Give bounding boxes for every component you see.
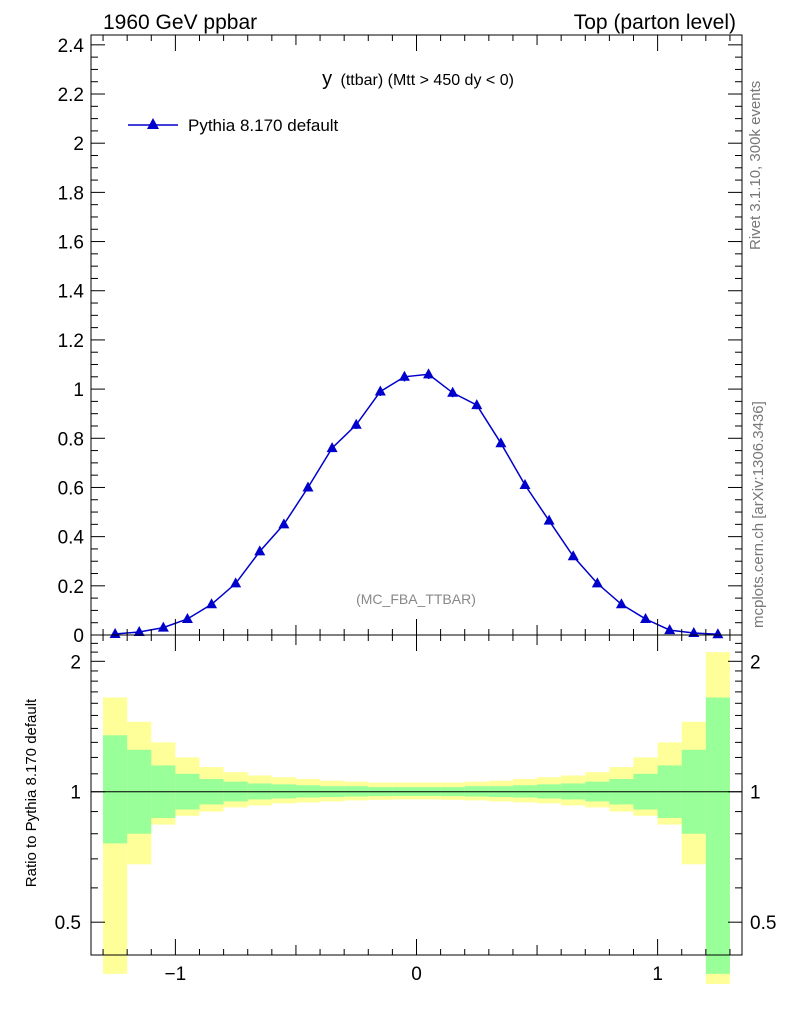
data-point-marker	[543, 514, 555, 525]
data-point-marker	[615, 598, 627, 609]
data-point-marker	[567, 550, 579, 561]
data-point-marker	[157, 621, 169, 632]
ratio-y-tick-label-right: 0.5	[750, 913, 776, 934]
data-point-marker	[133, 626, 145, 637]
ratio-y-tick-label-right: 1	[750, 783, 761, 804]
ratio-ylabel: Ratio to Pythia 8.170 default	[23, 698, 40, 887]
data-point-marker	[640, 613, 652, 624]
header-left: 1960 GeV ppbar	[103, 11, 257, 34]
y-tick-label: 1.6	[58, 233, 84, 254]
data-point-marker	[302, 481, 314, 492]
ratio-y-tick-label-right: 2	[750, 652, 761, 673]
x-tick-label: 0	[411, 964, 422, 985]
data-point-marker	[398, 370, 410, 381]
data-point-marker	[471, 399, 483, 410]
y-tick-label: 0.4	[58, 528, 85, 549]
ratio-y-tick-label: 2	[70, 652, 81, 673]
legend: Pythia 8.170 default	[128, 116, 339, 135]
y-tick-label: 0.8	[58, 429, 84, 450]
data-point-marker	[350, 418, 362, 429]
data-point-marker	[181, 613, 193, 624]
y-tick-label: 1.4	[58, 282, 85, 303]
data-point-marker	[423, 368, 435, 379]
data-point-marker	[254, 545, 266, 556]
legend-label: Pythia 8.170 default	[188, 116, 339, 135]
x-tick-label: −1	[165, 964, 187, 985]
y-tick-label: 1.8	[58, 183, 84, 204]
y-tick-label: 1.2	[58, 331, 84, 352]
header-right: Top (parton level)	[574, 11, 736, 34]
plot-title: y (ttbar) (Mtt > 450 dy < 0)	[322, 68, 514, 90]
y-tick-label: 0.2	[58, 577, 84, 598]
data-point-marker	[495, 437, 507, 448]
data-point-marker	[278, 518, 290, 529]
y-tick-label: 0	[73, 626, 84, 647]
y-tick-label: 2.4	[58, 36, 85, 57]
data-point-marker	[230, 577, 242, 588]
data-point-marker	[326, 442, 338, 453]
y-tick-label: 0.6	[58, 478, 84, 499]
data-point-marker	[206, 598, 218, 609]
watermark: (MC_FBA_TTBAR)	[356, 591, 476, 607]
plot-title-rest: (ttbar) (Mtt > 450 dy < 0)	[341, 72, 514, 89]
inner-band-bin	[705, 697, 730, 974]
ratio-y-tick-label: 0.5	[55, 913, 81, 934]
plot-title-main: y	[322, 68, 332, 90]
data-point-marker	[712, 628, 724, 639]
data-point-marker	[664, 624, 676, 635]
y-tick-label: 2.2	[58, 85, 84, 106]
side-label-mcplots: mcplots.cern.ch [arXiv:1306.3436]	[750, 401, 767, 628]
data-point-marker	[447, 386, 459, 397]
data-point-marker	[374, 385, 386, 396]
y-tick-label: 2	[73, 134, 84, 155]
inner-band-bin	[103, 735, 128, 844]
series-line	[115, 373, 718, 636]
ratio-panel: −1 0 1 0.5 0.5 1 1 2 2	[55, 634, 776, 985]
ratio-y-tick-label: 1	[70, 783, 81, 804]
y-tick-label: 1	[73, 380, 84, 401]
legend-marker	[147, 118, 159, 129]
data-point-marker	[519, 479, 531, 489]
x-tick-label: 1	[652, 964, 663, 985]
side-label-rivet: Rivet 3.1.10, 300k events	[747, 81, 764, 250]
data-point-marker	[591, 577, 603, 588]
main-panel: 0 0.2 0.4 0.6 0.8 1 1.2 1.4 1.6 1.8 2 2.2 2.4	[58, 34, 743, 647]
data-point-marker	[109, 628, 121, 639]
